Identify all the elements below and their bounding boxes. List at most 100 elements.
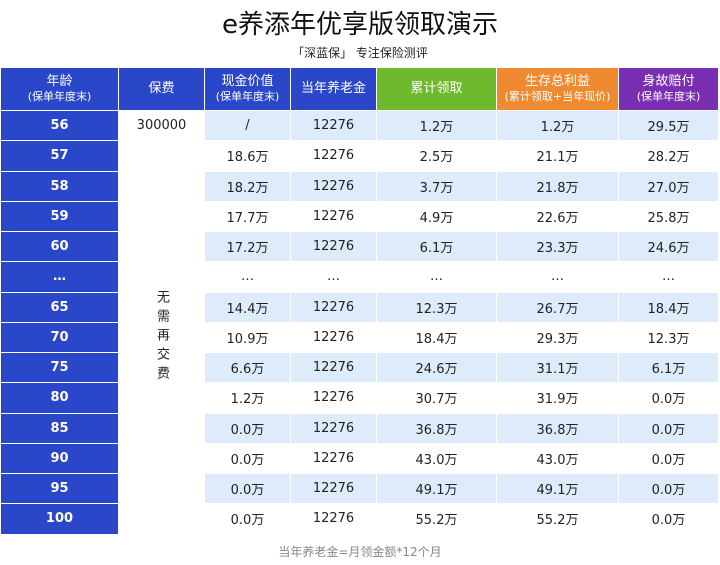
death-cell: 18.4万 [619, 292, 719, 323]
cash-cell: / [205, 111, 291, 142]
column-header: 当年养老金 [291, 68, 377, 111]
cumulative-cell: 55.2万 [377, 504, 497, 535]
cumulative-cell: 1.2万 [377, 111, 497, 142]
death-cell: 0.0万 [619, 413, 719, 444]
column-header-sublabel: (保单年度末) [27, 90, 92, 104]
column-header: 身故赔付 (保单年度末) [619, 68, 719, 111]
column-header-label: 累计领取 [410, 80, 463, 96]
cash-cell: 10.9万 [205, 322, 291, 353]
pension-cell: 12276 [291, 292, 377, 323]
cumulative-cell: 49.1万 [377, 474, 497, 505]
pension-cell: 12276 [291, 232, 377, 263]
death-cell: … [619, 262, 719, 293]
column-header-label: 现金价值 [221, 74, 274, 89]
age-cell: 90 [1, 443, 119, 474]
death-cell: 0.0万 [619, 383, 719, 414]
survival-cell: 22.6万 [497, 201, 619, 232]
survival-cell: 36.8万 [497, 413, 619, 444]
no-further-premium-note: 无需再交费 [119, 141, 205, 535]
cumulative-cell: 24.6万 [377, 353, 497, 384]
page-subtitle: 「深蓝保」 专注保险测评 [292, 46, 428, 60]
age-cell: 59 [1, 201, 119, 232]
death-cell: 0.0万 [619, 443, 719, 474]
survival-cell: 21.1万 [497, 141, 619, 172]
pension-cell: 12276 [291, 111, 377, 142]
age-cell: 60 [1, 232, 119, 263]
benefit-table: 年龄 (保单年度末) 保费 现金价值 (保单年度末) 当年养老金 累计领取 生存总利益 (累计领… [1, 68, 719, 535]
age-cell: 58 [1, 171, 119, 202]
cash-cell: 1.2万 [205, 383, 291, 414]
cash-cell: 18.2万 [205, 171, 291, 202]
cumulative-cell: 12.3万 [377, 292, 497, 323]
cash-cell: … [205, 262, 291, 293]
survival-cell: 55.2万 [497, 504, 619, 535]
age-cell: 80 [1, 383, 119, 414]
cash-cell: 18.6万 [205, 141, 291, 172]
cash-cell: 0.0万 [205, 413, 291, 444]
age-cell: 95 [1, 474, 119, 505]
column-header: 年龄 (保单年度末) [1, 68, 119, 111]
pension-cell: 12276 [291, 504, 377, 535]
death-cell: 24.6万 [619, 232, 719, 263]
column-header: 保费 [119, 68, 205, 111]
cumulative-cell: 6.1万 [377, 232, 497, 263]
column-header-sublabel: (保单年度末) [215, 90, 280, 104]
death-cell: 12.3万 [619, 322, 719, 353]
pension-cell: 12276 [291, 171, 377, 202]
column-header-label: 年龄 [46, 74, 73, 89]
pension-cell: 12276 [291, 443, 377, 474]
pension-cell: 12276 [291, 383, 377, 414]
survival-cell: 31.1万 [497, 353, 619, 384]
survival-cell: 29.3万 [497, 322, 619, 353]
survival-cell: … [497, 262, 619, 293]
survival-cell: 26.7万 [497, 292, 619, 323]
age-cell: … [1, 262, 119, 293]
cash-cell: 0.0万 [205, 504, 291, 535]
cumulative-cell: 43.0万 [377, 443, 497, 474]
survival-cell: 1.2万 [497, 111, 619, 142]
cash-cell: 6.6万 [205, 353, 291, 384]
age-cell: 56 [1, 111, 119, 142]
survival-cell: 49.1万 [497, 474, 619, 505]
cumulative-cell: 3.7万 [377, 171, 497, 202]
cash-cell: 0.0万 [205, 474, 291, 505]
death-cell: 0.0万 [619, 504, 719, 535]
death-cell: 25.8万 [619, 201, 719, 232]
pension-cell: 12276 [291, 141, 377, 172]
pension-cell: 12276 [291, 353, 377, 384]
age-cell: 70 [1, 322, 119, 353]
pension-cell: 12276 [291, 201, 377, 232]
column-header-sublabel: (保单年度末) [636, 90, 701, 104]
age-cell: 57 [1, 141, 119, 172]
footnote: 当年养老金=月领金额*12个月 [278, 545, 442, 559]
cash-cell: 17.7万 [205, 201, 291, 232]
page-title: e养添年优享版领取演示 [222, 10, 498, 40]
age-cell: 100 [1, 504, 119, 535]
column-header-label: 当年养老金 [300, 80, 366, 96]
cumulative-cell: 36.8万 [377, 413, 497, 444]
pension-cell: 12276 [291, 322, 377, 353]
column-header: 现金价值 (保单年度末) [205, 68, 291, 111]
survival-cell: 43.0万 [497, 443, 619, 474]
column-header-label: 保费 [148, 80, 175, 96]
age-cell: 65 [1, 292, 119, 323]
cumulative-cell: 30.7万 [377, 383, 497, 414]
column-header: 累计领取 [377, 68, 497, 111]
survival-cell: 21.8万 [497, 171, 619, 202]
death-cell: 0.0万 [619, 474, 719, 505]
death-cell: 27.0万 [619, 171, 719, 202]
death-cell: 6.1万 [619, 353, 719, 384]
pension-cell: 12276 [291, 474, 377, 505]
cumulative-cell: … [377, 262, 497, 293]
cash-cell: 0.0万 [205, 443, 291, 474]
pension-cell: 12276 [291, 413, 377, 444]
cumulative-cell: 18.4万 [377, 322, 497, 353]
column-header-label: 生存总利益 [524, 74, 590, 89]
death-cell: 29.5万 [619, 111, 719, 142]
survival-cell: 31.9万 [497, 383, 619, 414]
death-cell: 28.2万 [619, 141, 719, 172]
age-cell: 85 [1, 413, 119, 444]
cash-cell: 14.4万 [205, 292, 291, 323]
cumulative-cell: 4.9万 [377, 201, 497, 232]
column-header-label: 身故赔付 [642, 74, 695, 89]
